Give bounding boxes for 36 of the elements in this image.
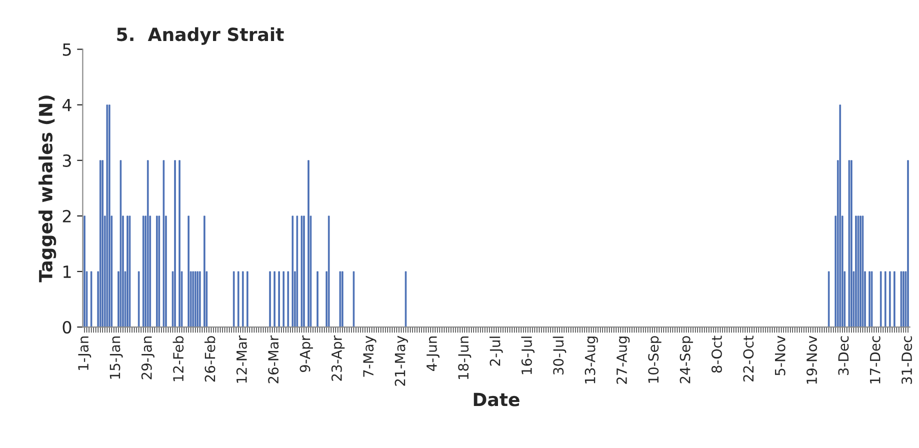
x-tick-label: 27-Aug (616, 336, 630, 384)
x-tick-label: 24-Sep (680, 336, 694, 384)
y-tick-label: 0 (62, 321, 72, 334)
x-tick-label: 5-Nov (775, 336, 786, 376)
x-tick-label: 2-Jul (490, 336, 503, 366)
x-tick-label: 12-Feb (172, 336, 184, 382)
x-tick-label: 16-Jul (521, 336, 535, 374)
x-tick-label: 8-Oct (711, 336, 722, 373)
y-tick-label: 3 (62, 154, 71, 167)
y-axis-title: Tagged whales (N) (38, 96, 56, 282)
x-tick-label: 22-Oct (743, 336, 754, 382)
x-tick-label: 19-Nov (806, 336, 818, 384)
x-tick-label: 26-Feb (204, 336, 216, 382)
x-tick-label: 21-May (394, 336, 408, 386)
y-tick-label: 2 (62, 210, 71, 222)
x-tick-label: 30-Jul (552, 336, 566, 375)
chart-title: 5. Anadyr Strait (117, 27, 284, 45)
y-tick-label: 4 (62, 99, 72, 112)
y-tick-label: 5 (62, 43, 71, 56)
x-axis-title: Date (474, 392, 520, 406)
x-tick-label: 12-Mar (236, 335, 247, 383)
y-tick-label: 1 (64, 266, 71, 278)
x-tick-label: 15-Jan (110, 336, 123, 379)
x-tick-label: 29-Jan (141, 336, 154, 380)
x-tick-label: 26-Mar (268, 335, 279, 384)
x-tick-label: 3-Dec (838, 336, 849, 376)
x-tick-label: 9-Apr (300, 335, 313, 372)
x-tick-label: 1-Jan (78, 336, 92, 370)
x-tick-label: 10-Sep (648, 336, 662, 383)
x-tick-label: 4-Jun (426, 336, 440, 372)
x-tick-label: 13-Aug (584, 336, 598, 384)
x-tick-label: 7-May (363, 336, 376, 377)
x-tick-label: 31-Dec (902, 336, 912, 384)
x-tick-label: 17-Dec (870, 336, 880, 384)
x-tick-label: 23-Apr (331, 335, 345, 381)
x-tick-label: 18-Jun (458, 336, 472, 380)
